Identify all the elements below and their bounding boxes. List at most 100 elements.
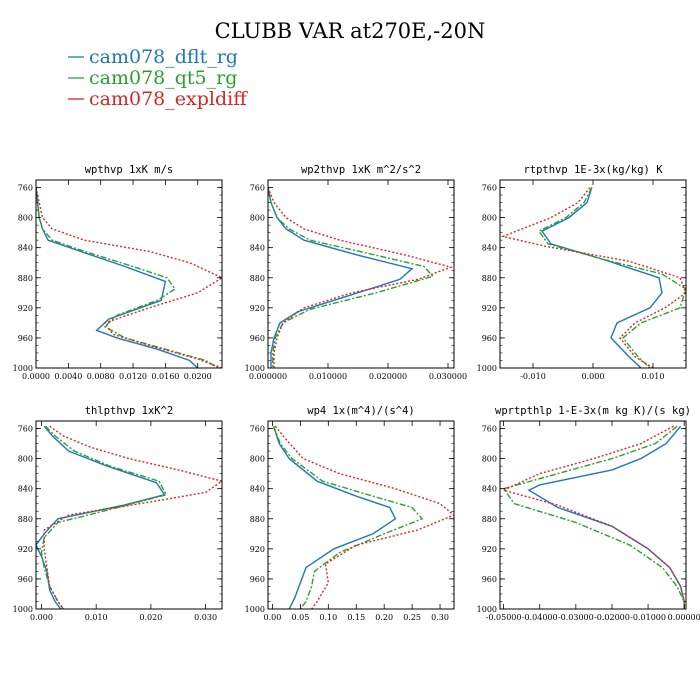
y-tick-label: 800 (18, 455, 33, 464)
y-tick-label: 840 (18, 485, 33, 494)
x-tick-label: 0.25 (403, 613, 421, 622)
series-line-3 (274, 425, 454, 609)
series-line-1 (36, 187, 199, 368)
x-tick-label: 0.10 (319, 613, 337, 622)
x-tick-label: 0.00000 (668, 613, 700, 622)
y-tick-label: 1000 (13, 364, 33, 373)
legend-label-1: cam078_dflt_rg (89, 46, 238, 68)
panels: wpthvp 1xK m/s76080084088092096010000.00… (13, 164, 700, 622)
x-tick-label: 0.0000 (22, 372, 50, 381)
x-tick-label: 0.05 (291, 613, 309, 622)
x-tick-label: 0.000 (582, 372, 605, 381)
x-tick-label: 0.010 (85, 613, 108, 622)
series-line-1 (540, 187, 663, 368)
series-line-2 (502, 425, 685, 609)
x-tick-label: 0.010 (642, 372, 665, 381)
series-line-3 (500, 187, 686, 368)
x-tick-label: -0.02000 (594, 613, 630, 622)
y-tick-label: 960 (250, 575, 265, 584)
y-tick-label: 920 (482, 545, 497, 554)
y-tick-label: 920 (250, 545, 265, 554)
series-line-3 (43, 425, 222, 609)
y-tick-label: 760 (482, 184, 497, 193)
x-tick-label: -0.01000 (630, 613, 666, 622)
y-tick-label: 800 (482, 455, 497, 464)
panel-title: wpthvp 1xK m/s (85, 164, 174, 176)
y-tick-label: 880 (250, 274, 265, 283)
x-tick-label: 0.0200 (184, 372, 212, 381)
y-tick-label: 880 (482, 274, 497, 283)
y-tick-label: 760 (482, 425, 497, 434)
y-tick-label: 760 (18, 184, 33, 193)
panel-6: wprtpthlp 1-E-3x(m kg K)/(s kg) 760 800 840… (477, 405, 700, 622)
y-tick-label: 840 (250, 485, 265, 494)
y-tick-label: 840 (18, 244, 33, 253)
x-tick-label: 0.030 (194, 613, 217, 622)
y-tick-label: 800 (250, 214, 265, 223)
x-tick-label: 0.30 (431, 613, 449, 622)
y-tick-label: 960 (18, 334, 33, 343)
x-tick-label: 0.0040 (54, 372, 82, 381)
y-tick-label: 960 (482, 575, 497, 584)
panel-1: wpthvp 1xK m/s76080084088092096010000.00… (13, 164, 223, 381)
panel-title: wp4 1x(m^4)/(s^4) (307, 405, 414, 417)
x-tick-label: 0.0160 (151, 372, 179, 381)
legend-label-2: cam078_qt5_rg (89, 67, 237, 89)
x-tick-label: 0.15 (347, 613, 365, 622)
x-tick-label: 0.000000 (249, 372, 287, 381)
panel-4: thlpthvp 1xK^2 760 800 840 880 920 960 10000.00… (13, 405, 223, 622)
y-tick-label: 960 (250, 334, 265, 343)
y-tick-label: 880 (482, 515, 497, 524)
plot-frame (267, 179, 455, 369)
panel-5: wp4 1x(m^4)/(s^4)76080084088092096010000… (245, 405, 455, 622)
legend-label-3: cam078_expldiff (89, 88, 248, 110)
series-line-1 (268, 187, 414, 368)
series-line-2 (272, 426, 424, 609)
x-tick-label: 0.0080 (87, 372, 115, 381)
y-tick-label: 840 (482, 485, 497, 494)
y-tick-label: 880 (18, 274, 33, 283)
x-tick-label: 0.20 (375, 613, 393, 622)
y-tick-label: 1000 (13, 605, 33, 614)
x-tick-label: 0.020000 (369, 372, 407, 381)
series-line-3 (36, 187, 222, 368)
y-tick-label: 960 (18, 575, 33, 584)
figure-title: CLUBB VAR at270E,-20N (215, 19, 486, 43)
series-line-1 (272, 426, 397, 609)
series-line-2 (40, 425, 168, 609)
x-tick-label: 0.0120 (119, 372, 147, 381)
y-tick-label: 880 (250, 515, 265, 524)
panel-title: wp2thvp 1xK m^2/s^2 (301, 164, 421, 176)
y-tick-label: 920 (18, 304, 33, 313)
series-line-2 (268, 187, 435, 368)
panel-title: rtpthvp 1E-3x(kg/kg) K (523, 164, 663, 176)
x-tick-label: 0.000 (30, 613, 53, 622)
y-tick-label: 880 (18, 515, 33, 524)
panel-title: thlpthvp 1xK^2 (85, 405, 174, 417)
series-line-1 (36, 425, 166, 609)
y-tick-label: 1000 (477, 605, 497, 614)
x-tick-label: 0.010000 (309, 372, 347, 381)
y-tick-label: 920 (482, 304, 497, 313)
panel-3: rtpthvp 1E-3x(kg/kg) K 760 800 840 880 920 960… (477, 164, 687, 381)
x-tick-label: -0.05000 (486, 613, 522, 622)
y-tick-label: 1000 (245, 605, 265, 614)
series-line-3 (501, 425, 685, 609)
y-tick-label: 840 (250, 244, 265, 253)
plot-frame (499, 179, 687, 369)
y-tick-label: 800 (482, 214, 497, 223)
x-tick-label: 0.00 (264, 613, 282, 622)
plot-frame (35, 420, 223, 610)
y-tick-label: 920 (250, 304, 265, 313)
y-tick-label: 920 (18, 545, 33, 554)
series-line-1 (527, 425, 685, 609)
y-tick-label: 760 (250, 425, 265, 434)
y-tick-label: 1000 (245, 364, 265, 373)
plot-frame (267, 420, 455, 610)
panel-2: wp2thvp 1xK m^2/s^2 760 800 840 880 920 960 100… (245, 164, 467, 381)
series-line-3 (268, 187, 454, 368)
y-tick-label: 1000 (477, 364, 497, 373)
series-line-2 (537, 187, 686, 368)
y-tick-label: 800 (18, 214, 33, 223)
